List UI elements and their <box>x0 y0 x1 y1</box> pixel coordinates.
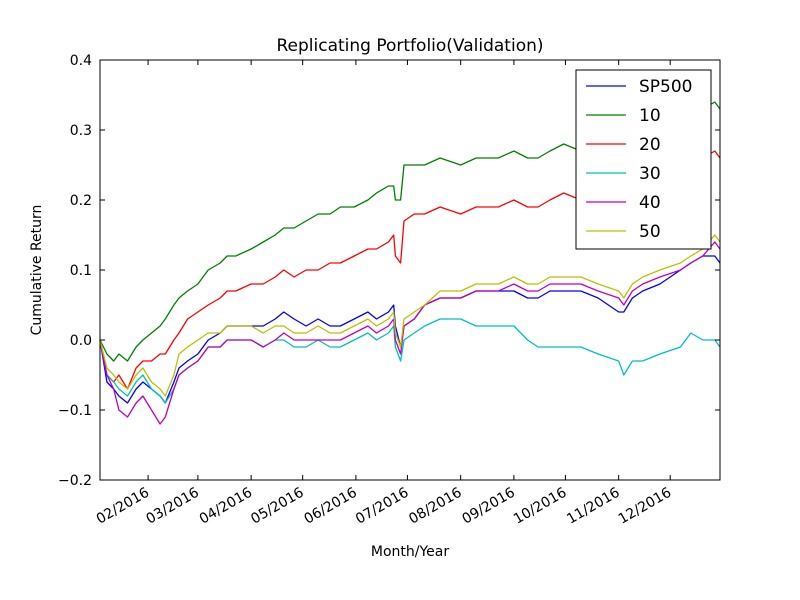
y-tick-label: 0.2 <box>70 193 92 209</box>
y-tick-label: 0.1 <box>70 263 92 279</box>
x-axis-title: Month/Year <box>371 544 449 560</box>
series-line-40 <box>99 241 721 425</box>
y-axis: −0.2 −0.1 0.0 0.1 0.2 0.3 0.4 <box>58 53 720 489</box>
y-tick-label: 0.0 <box>70 333 92 349</box>
legend-label-sp500: SP500 <box>639 77 693 97</box>
legend-label-20: 20 <box>639 135 661 155</box>
legend-box <box>575 69 712 250</box>
legend-label-30: 30 <box>639 164 661 184</box>
y-tick-label: −0.2 <box>58 473 92 489</box>
y-tick-label: 0.4 <box>70 53 92 69</box>
legend: SP500 10 20 30 40 50 <box>575 69 712 250</box>
chart-title: Replicating Portfolio(Validation) <box>276 36 543 56</box>
series-line-30 <box>99 318 721 404</box>
plot-lines <box>99 101 721 425</box>
series-line-sp500 <box>99 255 721 404</box>
y-tick-label: −0.1 <box>58 403 92 419</box>
y-tick-label: 0.3 <box>70 123 92 139</box>
legend-label-40: 40 <box>639 193 661 213</box>
legend-label-10: 10 <box>639 106 661 126</box>
series-line-50 <box>99 234 721 397</box>
legend-label-50: 50 <box>639 222 661 242</box>
y-axis-title: Cumulative Return <box>29 205 45 336</box>
